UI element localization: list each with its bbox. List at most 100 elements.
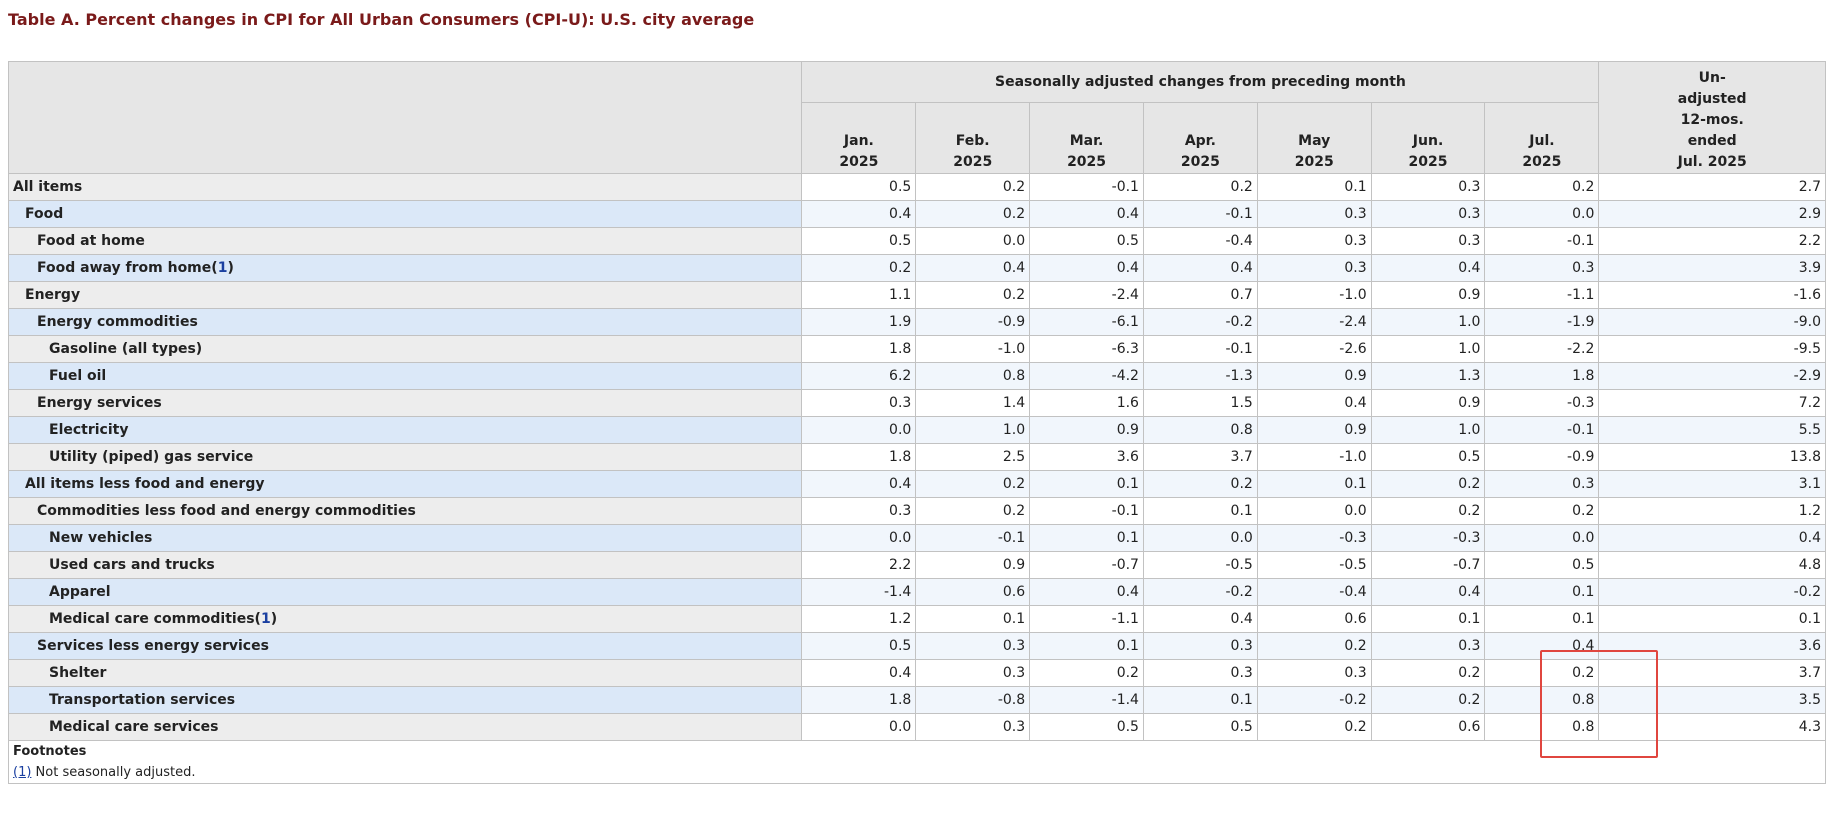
value-cell: -1.6 — [1598, 281, 1826, 309]
row-label: All items less food and energy — [25, 476, 265, 492]
table-row: Food at home 0.5 0.0 0.5 -0.4 0.3 0.3 -0.1 2.2 — [7, 227, 1826, 255]
header-unadjusted-line: Jul. 2025 — [1677, 154, 1747, 170]
value-cell: 5.5 — [1598, 416, 1826, 444]
value-cell: 0.3 — [1370, 200, 1486, 228]
value-cell: 1.0 — [1370, 416, 1486, 444]
value-cell: 0.6 — [915, 578, 1031, 606]
value-cell: 0.2 — [1029, 659, 1144, 687]
row-label: Services less energy services — [37, 638, 269, 654]
value-cell: 0.0 — [1142, 524, 1258, 552]
value-cell: 0.1 — [1256, 470, 1372, 498]
value-cell: -0.1 — [1484, 227, 1600, 255]
value-cell: 0.5 — [1142, 713, 1258, 741]
footnote-1: (1) Not seasonally adjusted. — [13, 762, 1821, 783]
value-cell: -1.1 — [1029, 605, 1144, 633]
row-label: Shelter — [49, 665, 107, 681]
value-cell: 0.1 — [1598, 605, 1826, 633]
value-cell: -2.4 — [1029, 281, 1144, 309]
value-cell: 0.3 — [1484, 470, 1600, 498]
value-cell: 0.1 — [1370, 605, 1486, 633]
value-cell: 7.2 — [1598, 389, 1826, 417]
value-cell: 0.3 — [1256, 659, 1372, 687]
value-cell: -0.5 — [1142, 551, 1258, 579]
table-row: Medical care commodities(1) 1.2 0.1 -1.1 0.4… — [7, 605, 1826, 633]
header-month-label: Jun. — [1412, 133, 1444, 149]
value-cell: 1.8 — [1484, 362, 1600, 390]
table-row: All items 0.5 0.2 -0.1 0.2 0.1 0.3 0.2 2.7 — [7, 173, 1826, 201]
value-cell: 2.5 — [915, 443, 1031, 471]
value-cell: -0.3 — [1484, 389, 1600, 417]
footnote-link[interactable]: 1 — [217, 260, 228, 276]
header-seasonally-adjusted: Seasonally adjusted changes from precedi… — [801, 61, 1600, 103]
header-month-5: Jun. 2025 — [1370, 102, 1486, 174]
value-cell: 0.6 — [1256, 605, 1372, 633]
value-cell: 0.4 — [1029, 200, 1144, 228]
value-cell: 4.8 — [1598, 551, 1826, 579]
value-cell: 0.1 — [1029, 632, 1144, 660]
table-row: Fuel oil 6.2 0.8 -4.2 -1.3 0.9 1.3 1.8 -2.9 — [7, 362, 1826, 390]
value-cell: 0.9 — [1370, 281, 1486, 309]
value-cell: 0.3 — [801, 389, 917, 417]
value-cell: 0.1 — [1256, 173, 1372, 201]
row-label-cell: Electricity — [7, 416, 803, 444]
table-row: Used cars and trucks 2.2 0.9 -0.7 -0.5 -0.5 -0… — [7, 551, 1826, 579]
value-cell: -1.1 — [1484, 281, 1600, 309]
header-month-label: Mar. — [1069, 133, 1104, 149]
table-row: Gasoline (all types) 1.8 -1.0 -6.3 -0.1 -2.6 1… — [7, 335, 1826, 363]
footnote-1-link[interactable]: (1) — [13, 765, 32, 780]
row-label-cell: Food away from home(1) — [7, 254, 803, 282]
value-cell: 0.4 — [1142, 254, 1258, 282]
header-month-label: Jan. — [843, 133, 874, 149]
value-cell: 0.1 — [1029, 524, 1144, 552]
footnote-1-text: Not seasonally adjusted. — [31, 765, 196, 780]
value-cell: 0.4 — [1370, 254, 1486, 282]
value-cell: 0.8 — [915, 362, 1031, 390]
value-cell: 4.3 — [1598, 713, 1826, 741]
row-label: Food at home — [37, 233, 145, 249]
value-cell: 0.1 — [1484, 578, 1600, 606]
value-cell: 0.3 — [1142, 632, 1258, 660]
value-cell: 1.4 — [915, 389, 1031, 417]
value-cell: 2.2 — [801, 551, 917, 579]
value-cell: 0.4 — [1484, 632, 1600, 660]
value-cell: 0.4 — [1029, 254, 1144, 282]
row-label-cell: Food at home — [7, 227, 803, 255]
value-cell: 0.9 — [1370, 389, 1486, 417]
row-label-cell: All items — [7, 173, 803, 201]
row-label: Energy commodities — [37, 314, 198, 330]
value-cell: 0.2 — [1484, 659, 1600, 687]
row-label-cell: Services less energy services — [7, 632, 803, 660]
table-row: Commodities less food and energy commodi… — [7, 497, 1826, 525]
value-cell: 0.5 — [1029, 227, 1144, 255]
cpi-table: Seasonally adjusted changes from precedi… — [7, 61, 1826, 784]
value-cell: 3.9 — [1598, 254, 1826, 282]
value-cell: 0.3 — [1256, 254, 1372, 282]
footnote-link[interactable]: 1 — [260, 611, 271, 627]
value-cell: -0.2 — [1142, 308, 1258, 336]
row-label: Medical care commodities — [49, 611, 255, 627]
footnote-paren-close: ) — [270, 611, 278, 627]
value-cell: 0.1 — [1142, 497, 1258, 525]
value-cell: -0.2 — [1256, 686, 1372, 714]
value-cell: -0.7 — [1370, 551, 1486, 579]
value-cell: -0.9 — [915, 308, 1031, 336]
header-month-6: Jul. 2025 — [1484, 102, 1600, 174]
header-unadjusted-line: 12-mos. — [1680, 112, 1744, 128]
value-cell: 0.2 — [915, 470, 1031, 498]
row-label-cell: Medical care services — [7, 713, 803, 741]
value-cell: 1.2 — [801, 605, 917, 633]
value-cell: -1.4 — [801, 578, 917, 606]
value-cell: -6.3 — [1029, 335, 1144, 363]
header-month-3: Apr. 2025 — [1142, 102, 1258, 174]
row-label-cell: Energy services — [7, 389, 803, 417]
table-row: Medical care services 0.0 0.3 0.5 0.5 0.2 0.6 0… — [7, 713, 1826, 741]
value-cell: 0.4 — [801, 200, 917, 228]
value-cell: -9.5 — [1598, 335, 1826, 363]
table-row: Food away from home(1) 0.2 0.4 0.4 0.4 0.3 0.4… — [7, 254, 1826, 282]
row-label: Energy — [25, 287, 81, 303]
value-cell: 2.7 — [1598, 173, 1826, 201]
value-cell: -2.6 — [1256, 335, 1372, 363]
value-cell: 1.6 — [1029, 389, 1144, 417]
page-title: Table A. Percent changes in CPI for All … — [8, 10, 755, 29]
table-row: New vehicles 0.0 -0.1 0.1 0.0 -0.3 -0.3 0.0 0.4 — [7, 524, 1826, 552]
